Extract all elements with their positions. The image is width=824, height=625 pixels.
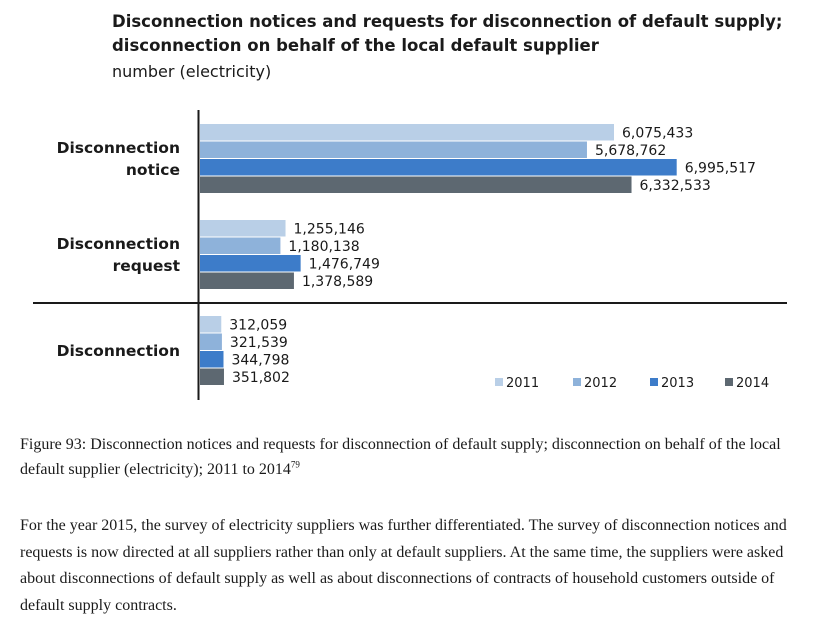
legend-label-2011: 2011 — [506, 376, 539, 391]
value-label-2011-2: 312,059 — [229, 318, 287, 334]
category-label-2: Disconnection — [57, 342, 180, 360]
bar-2011-0 — [200, 124, 614, 141]
caption-footnote-ref[interactable]: 79 — [290, 459, 300, 470]
value-label-2013-2: 344,798 — [231, 353, 289, 369]
value-label-2014-1: 1,378,589 — [302, 274, 373, 290]
chart-title-line-1: Disconnection notices and requests for d… — [112, 12, 783, 31]
bar-2013-0 — [200, 159, 677, 176]
category-label-line: Disconnection — [57, 342, 180, 360]
value-label-2014-2: 351,802 — [232, 370, 290, 386]
bar-2011-2 — [200, 316, 222, 333]
legend-swatch-2011 — [495, 378, 503, 386]
legend-label-2012: 2012 — [584, 376, 617, 391]
category-label-1: Disconnection request — [57, 235, 181, 275]
value-label-2012-1: 1,180,138 — [288, 239, 359, 255]
legend-label-2014: 2014 — [736, 376, 769, 391]
category-label-0: Disconnection notice — [57, 139, 180, 179]
chart-title: Disconnection notices and requests for d… — [112, 10, 812, 58]
chart-title-line-2: disconnection on behalf of the local def… — [112, 36, 599, 55]
bar-2012-1 — [200, 237, 281, 254]
category-label-line: notice — [126, 161, 180, 179]
legend-label-2013: 2013 — [661, 376, 694, 391]
category-label-line: Disconnection — [57, 139, 180, 157]
value-label-2014-0: 6,332,533 — [640, 178, 711, 194]
caption-text: Figure 93: Disconnection notices and req… — [20, 436, 781, 478]
bar-2012-0 — [200, 141, 587, 158]
value-label-2012-2: 321,539 — [230, 335, 288, 351]
bar-2014-1 — [200, 272, 294, 289]
legend-swatch-2012 — [573, 378, 581, 386]
value-label-2013-0: 6,995,517 — [685, 161, 756, 177]
value-label-2011-1: 1,255,146 — [294, 222, 365, 238]
legend-swatch-2014 — [725, 378, 733, 386]
value-label-2013-1: 1,476,749 — [309, 257, 380, 273]
category-label-line: Disconnection — [57, 235, 180, 253]
value-label-2011-0: 6,075,433 — [622, 126, 693, 142]
bar-2013-1 — [200, 255, 301, 272]
bar-2012-2 — [200, 333, 222, 350]
category-label-line: request — [113, 257, 181, 275]
bar-2013-2 — [200, 351, 224, 368]
figure-caption: Figure 93: Disconnection notices and req… — [20, 432, 820, 482]
bar-2011-1 — [200, 220, 286, 237]
chart-subtitle: number (electricity) — [112, 62, 272, 81]
body-paragraph: For the year 2015, the survey of electri… — [20, 517, 787, 614]
bar-2014-2 — [200, 368, 224, 385]
bar-2014-0 — [200, 176, 632, 193]
value-label-2012-0: 5,678,762 — [595, 143, 666, 159]
legend-swatch-2013 — [650, 378, 658, 386]
